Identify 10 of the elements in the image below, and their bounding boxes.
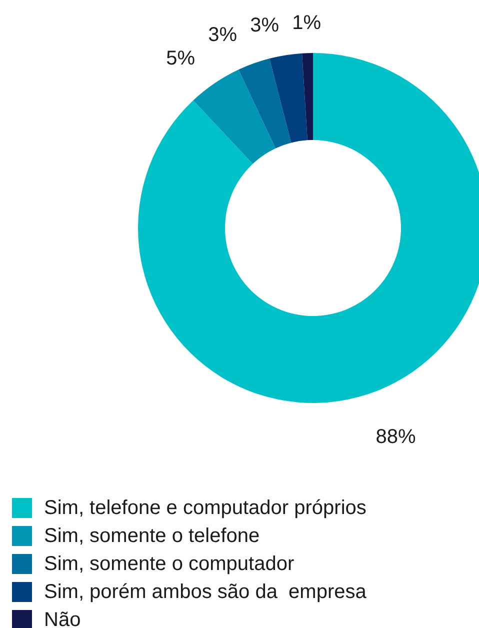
data-label: 88%	[376, 426, 416, 448]
data-label: 1%	[292, 12, 322, 34]
data-label: 5%	[166, 47, 196, 70]
legend-label: Sim, porém ambos são da empresa	[44, 581, 368, 603]
legend-label: Não	[44, 609, 81, 628]
legend-label: Sim, somente o telefone	[44, 525, 260, 547]
data-label: 3%	[250, 14, 280, 37]
legend-label: Sim, telefone e computador próprios	[44, 497, 366, 519]
legend-label: Sim, somente o computador	[44, 553, 294, 575]
data-label: 3%	[208, 24, 238, 46]
